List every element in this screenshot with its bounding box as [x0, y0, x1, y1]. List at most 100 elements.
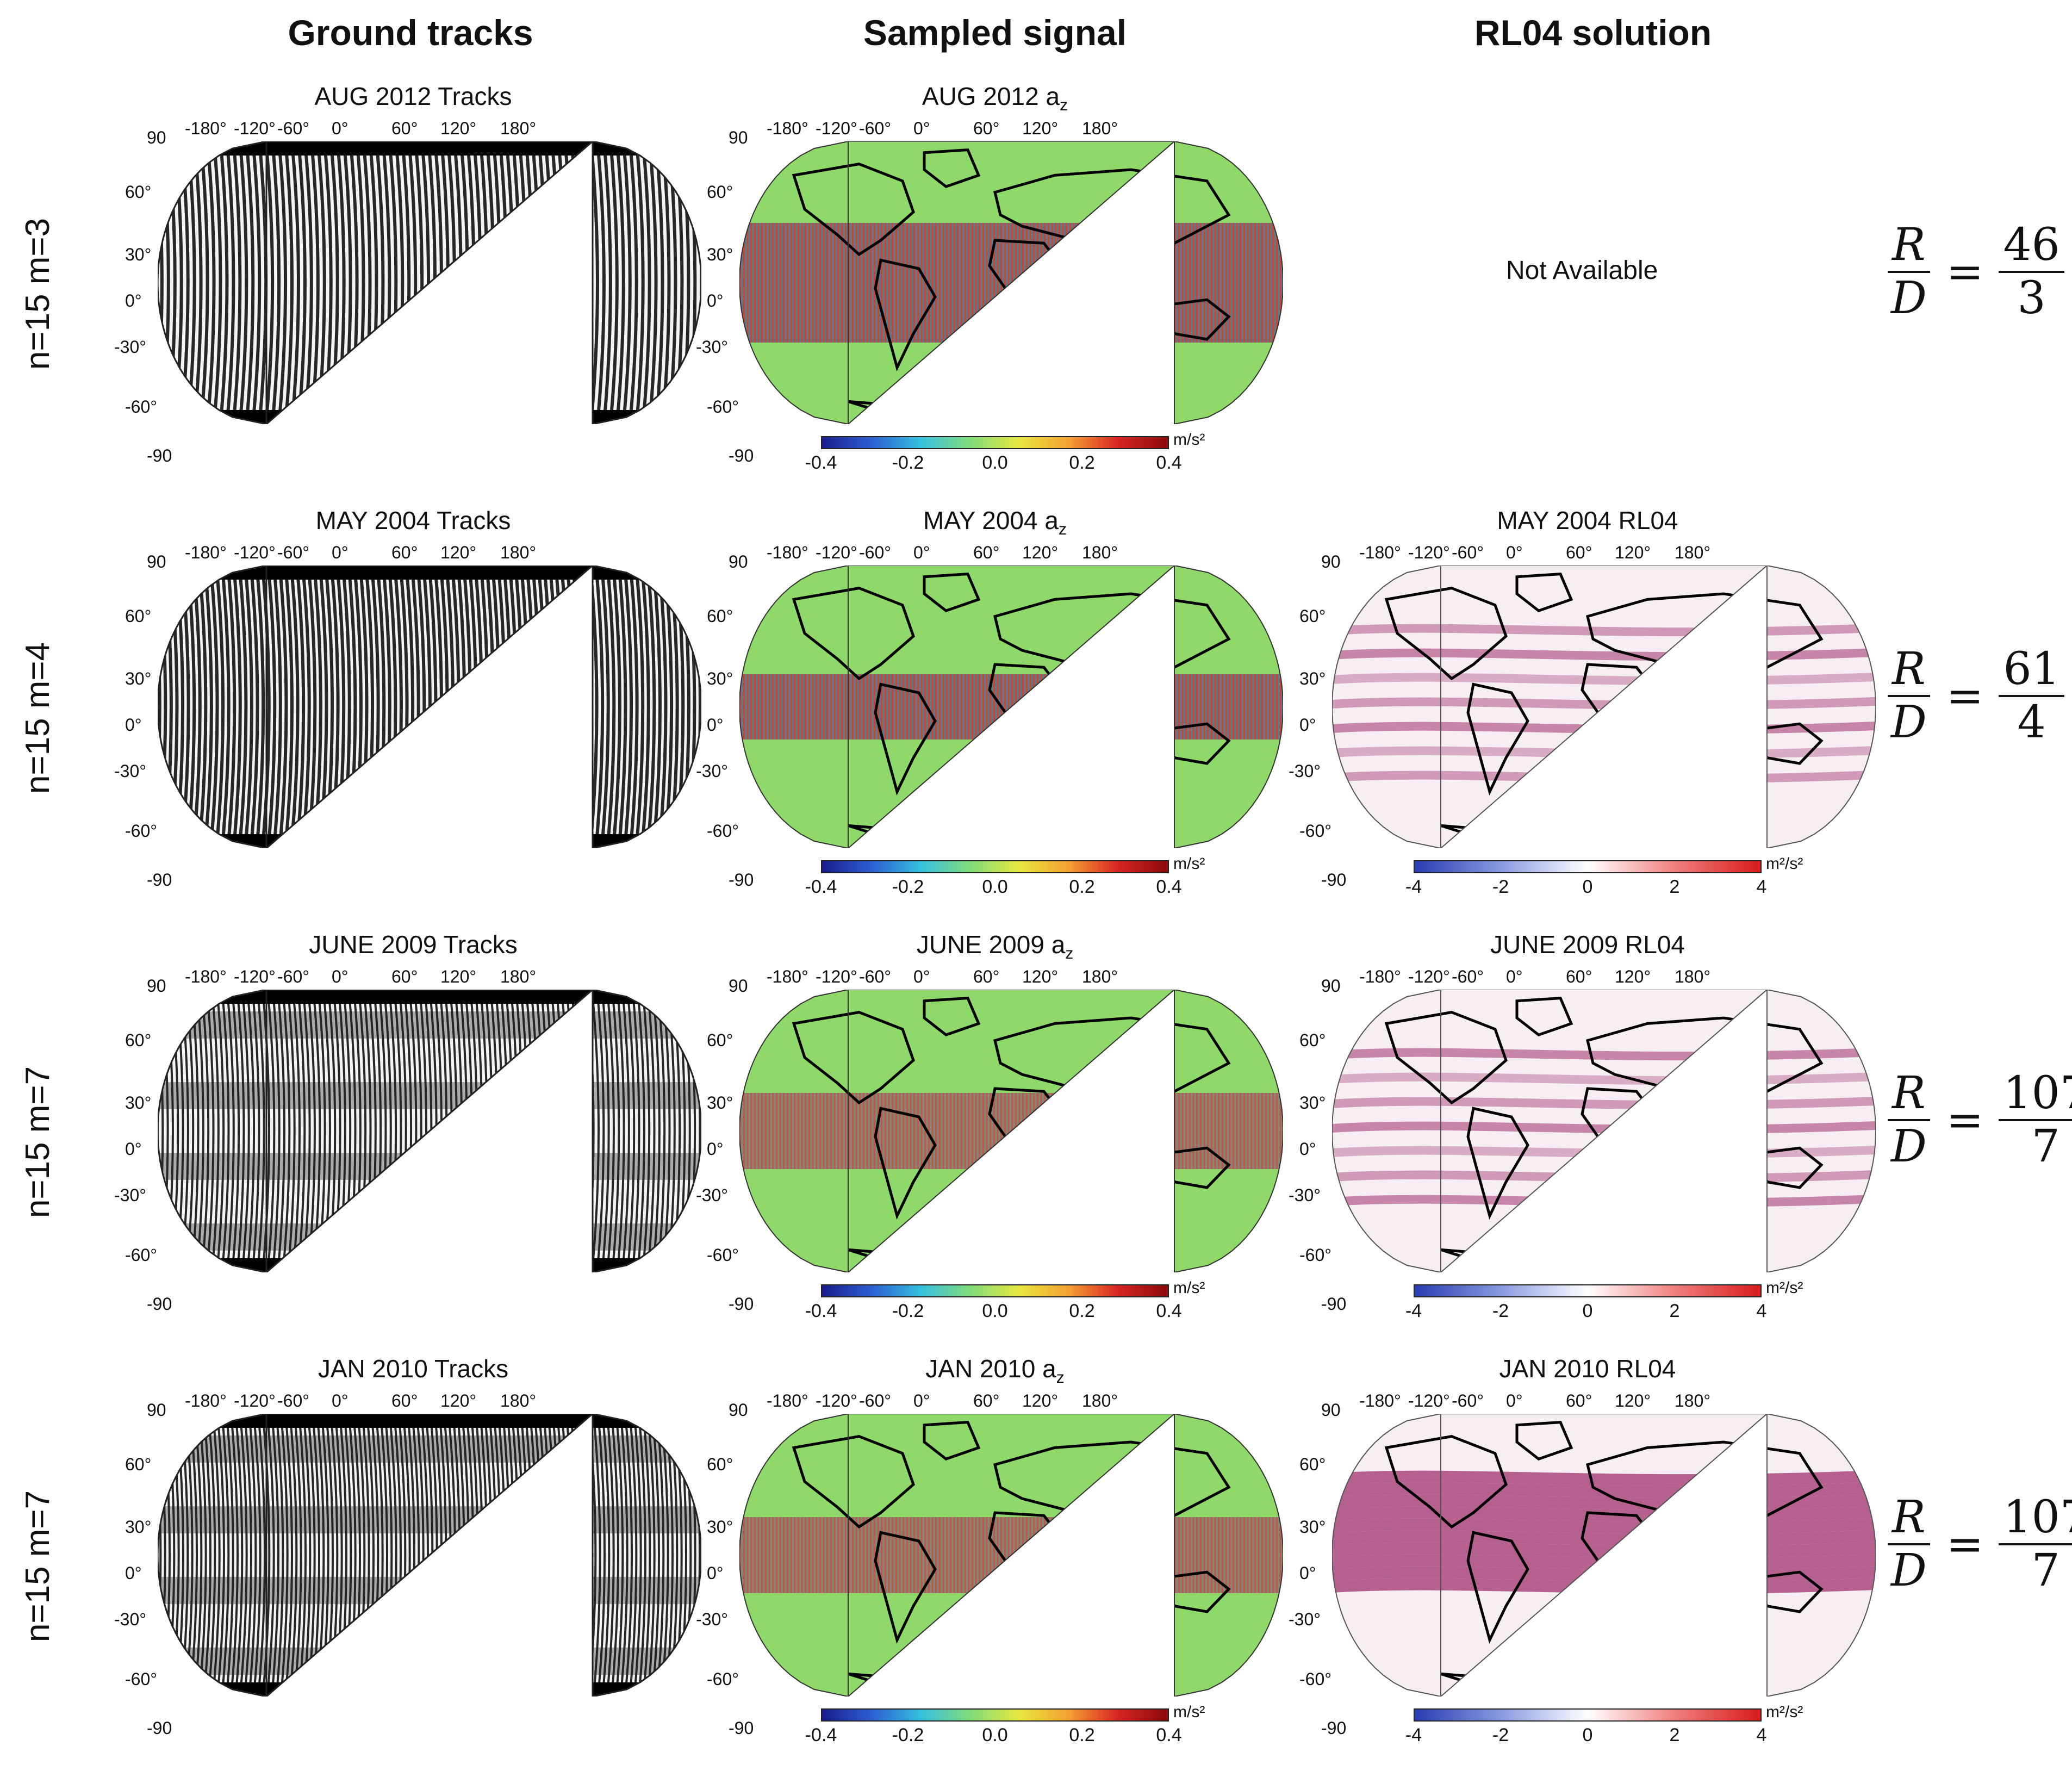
longitude-label: -180° [185, 967, 227, 986]
latitude-label: 60° [1299, 1030, 1326, 1050]
longitude-label: 60° [973, 119, 1000, 138]
longitude-label: -60° [859, 119, 892, 138]
colorbar-tick-label: 0.2 [1069, 1301, 1095, 1321]
latitude-label: 60° [1299, 1455, 1326, 1474]
colorbar-gradient [821, 860, 1169, 873]
latitude-label: -90 [729, 446, 754, 465]
ratio-rhs: 46 3 [1999, 223, 2064, 321]
longitude-label: 60° [391, 967, 418, 986]
longitude-label: 60° [973, 543, 1000, 562]
row-label-text: n=15 m=7 [19, 1490, 57, 1642]
longitude-label: 120° [1615, 967, 1651, 986]
longitude-label: -120° [816, 1391, 857, 1410]
longitude-label: -120° [234, 967, 276, 986]
sampled-signal-title-text: MAY 2004 a [923, 506, 1059, 535]
ratio-rhs-denominator: 7 [2031, 1545, 2060, 1596]
longitude-label: -60° [1452, 967, 1484, 986]
longitude-label: 0° [332, 543, 349, 562]
sampled-signal-title-subscript: z [1060, 96, 1068, 115]
longitude-label: 0° [1506, 543, 1523, 562]
sampled-signal-panel: JAN 2010 az -180° -120° -60° 0° 60° 120° 180° 90… [696, 1354, 1283, 1767]
longitude-label: 0° [1506, 1391, 1523, 1410]
ratio-rhs-numerator: 61 [1999, 647, 2064, 697]
colorbar-tick-label: 0.0 [982, 1725, 1008, 1745]
colorbar-tick-label: 2 [1669, 877, 1680, 897]
ratio-lhs-denominator: D [1891, 697, 1927, 748]
sampled-signal-panel: JUNE 2009 az -180° -120° -60° 0° 60° 120° 180° 9… [696, 930, 1283, 1343]
longitude-label: -180° [767, 543, 808, 562]
longitude-label: 60° [973, 1391, 1000, 1410]
ground-tracks-title: AUG 2012 Tracks [314, 82, 512, 110]
sampled-signal-title: MAY 2004 az [707, 506, 1283, 539]
coastline-outline [848, 1248, 1175, 1269]
ground-tracks-map [158, 990, 701, 1272]
longitude-label: 60° [391, 1391, 418, 1410]
latitude-label: -90 [147, 1294, 172, 1314]
latitude-label: -60° [707, 1245, 739, 1265]
latitude-label: -30° [1289, 1610, 1321, 1629]
latitude-label: 0° [1299, 1139, 1316, 1159]
latitude-label: -90 [729, 870, 754, 890]
longitude-label: -60° [1452, 1391, 1484, 1410]
colorbar-unit: m²/s² [1766, 855, 1803, 873]
ratio-rhs-denominator: 3 [2017, 272, 2046, 324]
colorbar-tick-label: 0 [1582, 1725, 1593, 1745]
ratio-rhs-numerator: 107 [1999, 1071, 2072, 1121]
colorbar-tick-label: -2 [1492, 877, 1509, 897]
longitude-label: -120° [816, 119, 857, 138]
ground-tracks-map [158, 1414, 701, 1697]
longitude-label: -120° [1408, 1391, 1450, 1410]
coastline-outline [1384, 1435, 1508, 1529]
longitude-label: 120° [1022, 119, 1059, 138]
latitude-label: -90 [729, 1718, 754, 1738]
longitude-label: -180° [767, 967, 808, 986]
latitude-label: -30° [696, 337, 729, 357]
coastline-outline [792, 587, 915, 681]
rl04-panel: JUNE 2009 RL04 -180° -120° -60° 0° 60° 120° 180… [1289, 930, 1876, 1343]
sampled-signal-title: JUNE 2009 az [707, 930, 1283, 963]
ratio-lhs-denominator: D [1891, 1121, 1927, 1172]
latitude-label: -90 [1321, 1294, 1347, 1314]
latitude-label: -30° [696, 761, 729, 781]
ratio-rhs-numerator: 46 [1999, 223, 2064, 273]
ratio-equals: = [1946, 670, 1984, 722]
latitude-label: 90 [1321, 552, 1341, 571]
ground-tracks-title: JUNE 2009 Tracks [309, 930, 518, 959]
ratio-lhs-numerator: R [1888, 647, 1930, 697]
coastline-outline [792, 163, 915, 257]
ground-tracks-title: MAY 2004 Tracks [315, 506, 511, 535]
longitude-label: -180° [1359, 1391, 1401, 1410]
longitude-label: 120° [440, 1391, 477, 1410]
longitude-label: 120° [1022, 543, 1059, 562]
longitude-label: -180° [185, 543, 227, 562]
colorbar-unit: m/s² [1173, 431, 1205, 449]
coastline-outline [874, 1107, 937, 1220]
rl04-title: JUNE 2009 RL04 [1490, 930, 1685, 959]
latitude-label: 30° [707, 245, 733, 264]
longitude-label: 120° [440, 543, 477, 562]
colorbar-tick-label: 0.4 [1156, 877, 1182, 897]
latitude-label: -60° [125, 1245, 158, 1265]
latitude-label: 30° [125, 245, 152, 264]
row-label-text: n=15 m=4 [19, 642, 57, 794]
sampled-signal-title-text: AUG 2012 a [922, 82, 1060, 110]
longitude-label: 60° [391, 119, 418, 138]
ratio-equals: = [1946, 1518, 1984, 1570]
colorbar-unit: m²/s² [1766, 1279, 1803, 1297]
ratio-lhs-numerator: R [1888, 1495, 1930, 1545]
longitude-label: -120° [816, 543, 857, 562]
latitude-label: 30° [707, 669, 733, 688]
coastline-outline [1466, 1531, 1529, 1644]
colorbar-tick-label: -0.2 [892, 1725, 924, 1745]
latitude-label: 90 [729, 128, 748, 147]
longitude-label: 180° [500, 543, 537, 562]
ratio-equals: = [1946, 1094, 1984, 1146]
colorbar-tick-label: 4 [1756, 1725, 1767, 1745]
colorbar-tick-label: -4 [1405, 1725, 1422, 1745]
latitude-label: 90 [1321, 976, 1341, 996]
ratio-rhs: 1077 [1999, 1495, 2072, 1593]
latitude-label: 30° [1299, 1517, 1326, 1537]
latitude-label: 30° [707, 1517, 733, 1537]
